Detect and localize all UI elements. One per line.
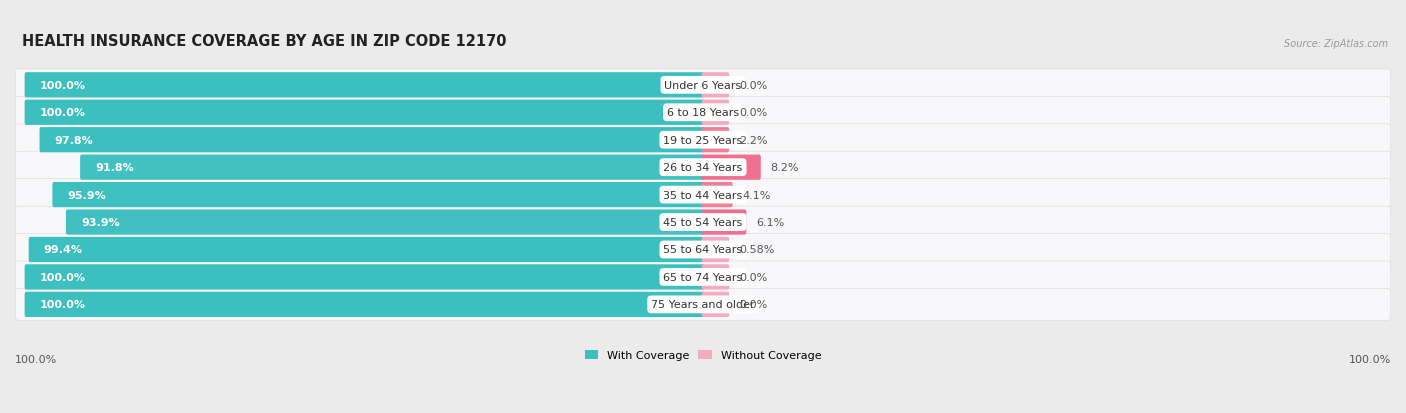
- Text: 100.0%: 100.0%: [39, 300, 86, 310]
- FancyBboxPatch shape: [52, 183, 704, 208]
- Text: 45 to 54 Years: 45 to 54 Years: [664, 218, 742, 228]
- FancyBboxPatch shape: [15, 97, 1391, 129]
- FancyBboxPatch shape: [15, 261, 1391, 293]
- FancyBboxPatch shape: [15, 70, 1391, 102]
- Text: 100.0%: 100.0%: [39, 108, 86, 118]
- FancyBboxPatch shape: [702, 183, 733, 208]
- FancyBboxPatch shape: [702, 237, 730, 263]
- Legend: With Coverage, Without Coverage: With Coverage, Without Coverage: [581, 346, 825, 365]
- Text: 6.1%: 6.1%: [756, 218, 785, 228]
- FancyBboxPatch shape: [702, 292, 730, 317]
- FancyBboxPatch shape: [15, 179, 1391, 211]
- FancyBboxPatch shape: [702, 210, 747, 235]
- Text: Under 6 Years: Under 6 Years: [665, 81, 741, 90]
- FancyBboxPatch shape: [702, 265, 730, 290]
- Text: HEALTH INSURANCE COVERAGE BY AGE IN ZIP CODE 12170: HEALTH INSURANCE COVERAGE BY AGE IN ZIP …: [22, 34, 506, 49]
- Text: 100.0%: 100.0%: [15, 354, 58, 364]
- Text: 2.2%: 2.2%: [738, 135, 768, 145]
- Text: 99.4%: 99.4%: [44, 245, 83, 255]
- Text: 6 to 18 Years: 6 to 18 Years: [666, 108, 740, 118]
- FancyBboxPatch shape: [702, 100, 730, 126]
- Text: 100.0%: 100.0%: [39, 272, 86, 282]
- Text: 26 to 34 Years: 26 to 34 Years: [664, 163, 742, 173]
- FancyBboxPatch shape: [15, 234, 1391, 266]
- FancyBboxPatch shape: [15, 124, 1391, 156]
- Text: 95.9%: 95.9%: [67, 190, 107, 200]
- FancyBboxPatch shape: [702, 128, 730, 153]
- Text: 91.8%: 91.8%: [96, 163, 134, 173]
- Text: 0.0%: 0.0%: [738, 108, 768, 118]
- FancyBboxPatch shape: [80, 155, 704, 180]
- Text: 100.0%: 100.0%: [1348, 354, 1391, 364]
- FancyBboxPatch shape: [39, 128, 704, 153]
- Text: Source: ZipAtlas.com: Source: ZipAtlas.com: [1284, 39, 1388, 49]
- FancyBboxPatch shape: [702, 73, 730, 98]
- FancyBboxPatch shape: [25, 292, 704, 317]
- Text: 0.0%: 0.0%: [738, 300, 768, 310]
- FancyBboxPatch shape: [25, 265, 704, 290]
- Text: 75 Years and older: 75 Years and older: [651, 300, 755, 310]
- FancyBboxPatch shape: [25, 100, 704, 126]
- Text: 65 to 74 Years: 65 to 74 Years: [664, 272, 742, 282]
- Text: 0.58%: 0.58%: [738, 245, 775, 255]
- FancyBboxPatch shape: [28, 237, 704, 263]
- Text: 35 to 44 Years: 35 to 44 Years: [664, 190, 742, 200]
- Text: 55 to 64 Years: 55 to 64 Years: [664, 245, 742, 255]
- FancyBboxPatch shape: [15, 289, 1391, 320]
- Text: 19 to 25 Years: 19 to 25 Years: [664, 135, 742, 145]
- Text: 0.0%: 0.0%: [738, 272, 768, 282]
- FancyBboxPatch shape: [66, 210, 704, 235]
- Text: 4.1%: 4.1%: [742, 190, 770, 200]
- Text: 93.9%: 93.9%: [82, 218, 120, 228]
- Text: 100.0%: 100.0%: [39, 81, 86, 90]
- FancyBboxPatch shape: [25, 73, 704, 98]
- FancyBboxPatch shape: [702, 155, 761, 180]
- Text: 97.8%: 97.8%: [55, 135, 93, 145]
- Text: 8.2%: 8.2%: [770, 163, 799, 173]
- Text: 0.0%: 0.0%: [738, 81, 768, 90]
- FancyBboxPatch shape: [15, 152, 1391, 184]
- FancyBboxPatch shape: [15, 206, 1391, 238]
